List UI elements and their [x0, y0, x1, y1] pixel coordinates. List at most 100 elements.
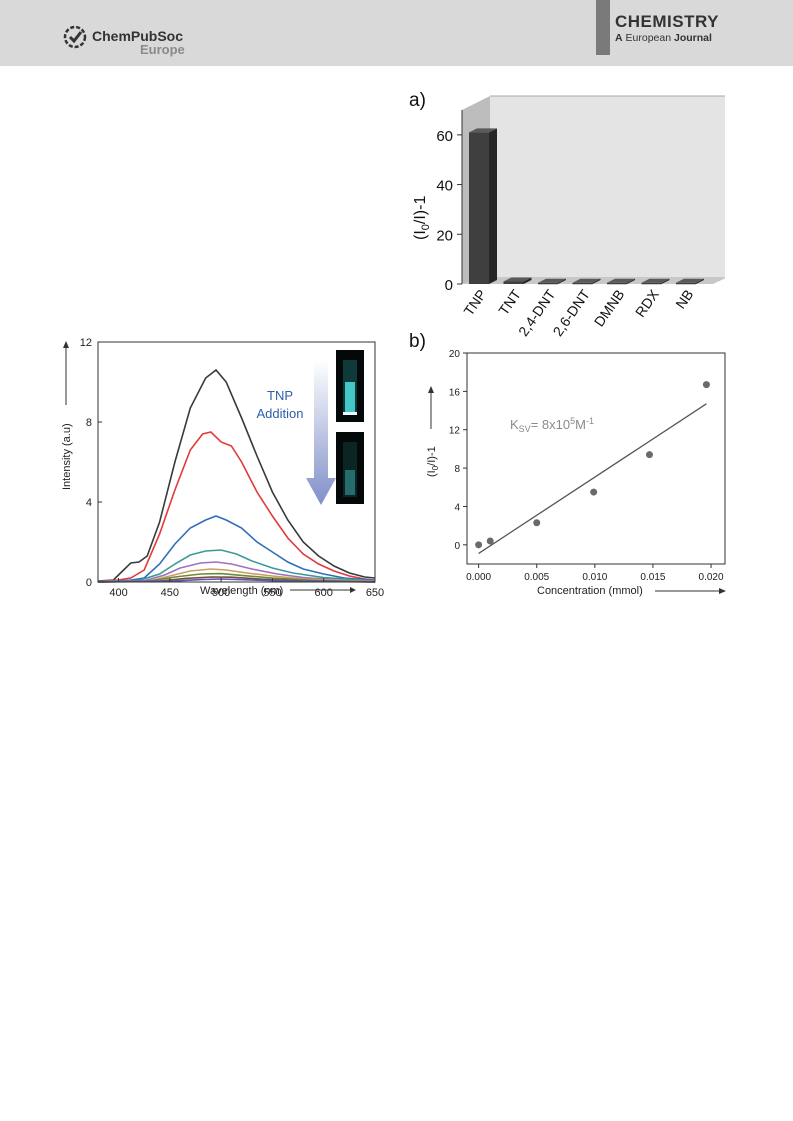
spectrum-x-tick-label: 650: [366, 587, 384, 599]
bar-DMNB-front: [607, 282, 627, 285]
scatter-x-label: Concentration (mmol): [537, 585, 643, 597]
ksv-annotation: KSV= 8x105M-1: [510, 416, 594, 434]
scatter-y-label: (I0/I)-1: [426, 446, 440, 477]
bar-x-label-0: TNP: [460, 287, 489, 319]
brand-name: ChemPubSoc: [92, 28, 184, 44]
scatter-y-tick-label: 8: [454, 464, 460, 475]
bar-RDX-side: [661, 278, 670, 284]
scatter-point-3: [590, 488, 598, 496]
spectrum-y-tick-label: 4: [86, 497, 92, 509]
spectrum-series-3: [97, 549, 376, 583]
bar-2,4-DNT-top: [538, 278, 566, 283]
scatter-x-tick-label: 0.010: [582, 572, 607, 583]
bar-RDX-front: [641, 282, 662, 285]
brand-sub: Europe: [140, 42, 185, 57]
scatter-point-5: [702, 381, 710, 389]
bar-2,4-DNT-front: [538, 282, 558, 285]
tnp-annotation-line1: TNP: [267, 388, 293, 403]
bar-y-tick-label: 20: [436, 227, 453, 244]
bar-x-label-1: TNT: [495, 286, 524, 318]
x-arrow-head-icon: [350, 587, 356, 593]
y-arrow-head-icon: [63, 341, 69, 348]
panel-a-label: a): [409, 90, 426, 111]
bar-DMNB-side: [627, 278, 635, 284]
spectrum-x-tick-label: 550: [263, 587, 281, 599]
linear-fit-line: [478, 403, 707, 554]
bar-TNP-top: [469, 128, 497, 133]
spectrum-series-1: [97, 431, 376, 583]
bar-TNT-top: [503, 277, 532, 282]
tnp-addition-arrow-icon: [306, 360, 336, 505]
header-banner: [0, 0, 793, 66]
spectrum-x-tick-label: 600: [315, 587, 333, 599]
scatter-y-tick-label: 0: [454, 541, 460, 552]
scatter-x-ticks: 0.000 0.005 0.010 0.015 0.020: [466, 564, 724, 583]
spectrum-y-tick-label: 8: [86, 417, 92, 429]
spectrum-plot-area: [97, 368, 376, 583]
bar-2,6-DNT-side: [592, 278, 601, 284]
scatter-x-tick-label: 0.005: [524, 572, 549, 583]
scatter-point-2: [533, 519, 541, 527]
bar-x-label-4: DMNB: [591, 287, 628, 330]
bar-y-tick-label: 0: [445, 277, 453, 294]
bar-TNT-side: [523, 277, 532, 284]
bar-NB-side: [696, 278, 704, 284]
spectrum-chart: 400 450 500 550 600 650 0 4 8 12 Wavelength (nm)…: [61, 337, 384, 599]
scatter-y-tick-label: 20: [449, 349, 461, 360]
spectrum-x-ticks: 400 450 500 550 600 650: [109, 578, 384, 599]
bar-y-label: (I0/I)-1: [412, 196, 432, 240]
bar-y-ticks: 0 20 40 60: [436, 128, 462, 294]
scatter-chart: b) 0.000 0.005 0.010 0.015 0.020 0 4 8 12 16 20 K…: [409, 331, 726, 597]
journal-sub-a: A: [615, 32, 623, 44]
spectrum-x-tick-label: 500: [212, 587, 230, 599]
chempubsoc-logo-icon: [63, 25, 87, 49]
journal-sub-journal: Journal: [673, 32, 712, 44]
bar-y-tick-label: 40: [436, 178, 453, 195]
bar-2,6-DNT-top: [572, 278, 601, 283]
scatter-y-ticks: 0 4 8 12 16 20: [449, 349, 467, 552]
scatter-y-tick-label: 4: [454, 502, 460, 513]
sc-x-arrow-head-icon: [719, 588, 726, 594]
scatter-point-0: [475, 541, 483, 549]
scatter-x-tick-label: 0.000: [466, 572, 491, 583]
journal-bar: [596, 0, 610, 55]
bar-TNP-front: [469, 132, 489, 284]
spectrum-x-tick-label: 400: [109, 587, 127, 599]
bar-y-tick-label: 60: [436, 128, 453, 145]
spectrum-x-tick-label: 450: [161, 587, 179, 599]
spectrum-y-ticks: 0 4 8 12: [80, 337, 102, 589]
spectrum-y-label: Intensity (a.u): [61, 423, 73, 490]
spectrum-y-tick-label: 12: [80, 337, 92, 349]
journal-subtitle: A European Journal: [615, 32, 712, 44]
bar-TNT-front: [503, 281, 524, 284]
scatter-point-1: [486, 537, 494, 545]
scatter-points: [475, 381, 710, 549]
bar-RDX-top: [641, 278, 670, 283]
scatter-y-tick-label: 16: [449, 387, 461, 398]
bar-bars: [469, 128, 704, 285]
bar-2,6-DNT-front: [572, 282, 593, 285]
spectrum-series-2: [97, 515, 376, 583]
journal-sub-european: European: [625, 32, 672, 44]
bar-chart-back-wall: [490, 96, 725, 277]
panel-b-label: b): [409, 331, 426, 352]
scatter-x-tick-label: 0.020: [699, 572, 724, 583]
bar-NB-front: [676, 282, 696, 285]
bar-x-label-6: NB: [672, 287, 696, 312]
scatter-y-tick-label: 12: [449, 426, 461, 437]
scatter-x-tick-label: 0.015: [640, 572, 665, 583]
journal-title: CHEMISTRY: [615, 12, 719, 31]
spectrum-frame: [97, 341, 376, 583]
bar-DMNB-top: [607, 278, 635, 283]
tnp-annotation-line2: Addition: [257, 406, 304, 421]
spectrum-series-5: [97, 568, 376, 583]
sc-y-arrow-head-icon: [428, 386, 434, 393]
bar-2,4-DNT-side: [558, 278, 566, 284]
spectrum-x-label: Wavelength (nm): [200, 585, 283, 597]
spectrum-series-0: [97, 368, 376, 582]
scatter-point-4: [645, 451, 653, 459]
bar-NB-top: [676, 278, 704, 283]
cuvette-photo-before: [336, 350, 364, 422]
spectrum-series-4: [97, 561, 376, 583]
